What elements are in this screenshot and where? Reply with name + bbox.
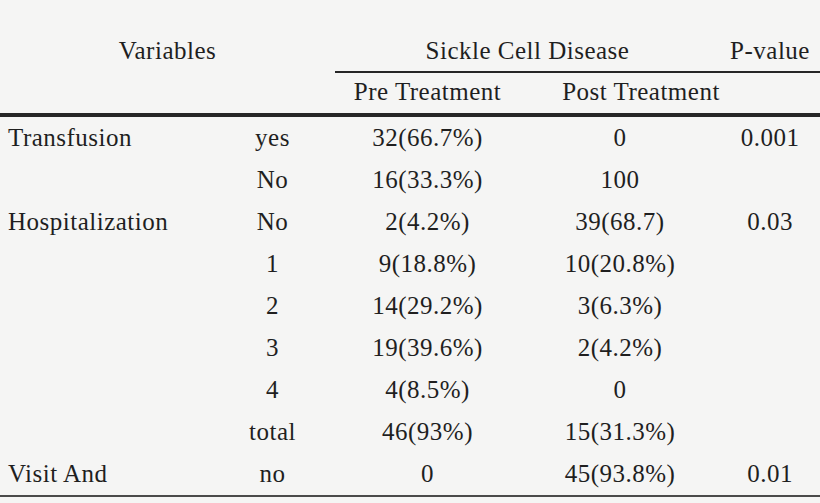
cell-pre-treatment: 9(18.8%) [335, 243, 520, 285]
cell-category: no [210, 453, 335, 495]
cell-pre-treatment: 16(33.3%) [335, 159, 520, 201]
table-row: total 46(93%) 15(31.3%) [0, 411, 820, 453]
cell-category: total [210, 411, 335, 453]
cell-category: 2 [210, 285, 335, 327]
cell-post-treatment: 3(6.3%) [520, 285, 720, 327]
cell-variable [0, 411, 210, 453]
cell-post-treatment: 15(31.3%) [520, 411, 720, 453]
cell-variable [0, 285, 210, 327]
cell-pvalue [720, 369, 820, 411]
cell-variable [0, 243, 210, 285]
cell-pre-treatment: 32(66.7%) [335, 117, 520, 159]
cell-pvalue [720, 243, 820, 285]
cell-category: 4 [210, 369, 335, 411]
cell-pvalue: 0.03 [720, 201, 820, 243]
column-header-pre-treatment: Pre Treatment [335, 73, 520, 113]
cell-pre-treatment: 46(93%) [335, 411, 520, 453]
cell-post-treatment: 100 [520, 159, 720, 201]
cell-post-treatment: 39(68.7) [520, 201, 720, 243]
table-row: Hospitalization No 2(4.2%) 39(68.7) 0.03 [0, 201, 820, 243]
paper-table-page: Variables Sickle Cell Disease P-value Pr… [0, 0, 820, 503]
column-group-header-sickle-cell-disease: Sickle Cell Disease [335, 30, 720, 73]
cell-pvalue [720, 159, 820, 201]
header-spacer [0, 73, 335, 113]
table-row: 1 9(18.8%) 10(20.8%) [0, 243, 820, 285]
cell-variable: Visit And [0, 453, 210, 495]
cell-category: 3 [210, 327, 335, 369]
cell-category: yes [210, 117, 335, 159]
cell-pvalue: 0.001 [720, 117, 820, 159]
cell-pre-treatment: 19(39.6%) [335, 327, 520, 369]
cell-category: No [210, 201, 335, 243]
table-row: Transfusion yes 32(66.7%) 0 0.001 [0, 117, 820, 159]
cell-pvalue [720, 285, 820, 327]
column-header-pvalue: P-value [720, 30, 820, 73]
cell-variable: Transfusion [0, 117, 210, 159]
cell-pre-treatment: 2(4.2%) [335, 201, 520, 243]
cell-variable [0, 159, 210, 201]
cell-variable [0, 327, 210, 369]
column-header-post-treatment: Post Treatment [520, 73, 720, 113]
table-header-row-sub: Pre Treatment Post Treatment [0, 73, 820, 113]
cell-pre-treatment: 0 [335, 453, 520, 495]
cell-pvalue [720, 327, 820, 369]
cell-post-treatment: 45(93.8%) [520, 453, 720, 495]
cell-pre-treatment: 4(8.5%) [335, 369, 520, 411]
cell-variable: Hospitalization [0, 201, 210, 243]
table-bottom-rule [0, 495, 820, 497]
cell-pre-treatment: 14(29.2%) [335, 285, 520, 327]
column-header-variables: Variables [0, 30, 335, 73]
results-table: Variables Sickle Cell Disease P-value Pr… [0, 30, 820, 497]
cell-post-treatment: 10(20.8%) [520, 243, 720, 285]
cell-post-treatment: 2(4.2%) [520, 327, 720, 369]
cell-category: No [210, 159, 335, 201]
table-row: 4 4(8.5%) 0 [0, 369, 820, 411]
table-header-row-top: Variables Sickle Cell Disease P-value [0, 30, 820, 73]
table-row: 3 19(39.6%) 2(4.2%) [0, 327, 820, 369]
table-row: Visit And no 0 45(93.8%) 0.01 [0, 453, 820, 495]
cell-variable [0, 369, 210, 411]
header-spacer [720, 73, 820, 113]
cell-pvalue: 0.01 [720, 453, 820, 495]
cell-post-treatment: 0 [520, 117, 720, 159]
cell-post-treatment: 0 [520, 369, 720, 411]
cell-pvalue [720, 411, 820, 453]
table-row: 2 14(29.2%) 3(6.3%) [0, 285, 820, 327]
cell-category: 1 [210, 243, 335, 285]
table-row: No 16(33.3%) 100 [0, 159, 820, 201]
